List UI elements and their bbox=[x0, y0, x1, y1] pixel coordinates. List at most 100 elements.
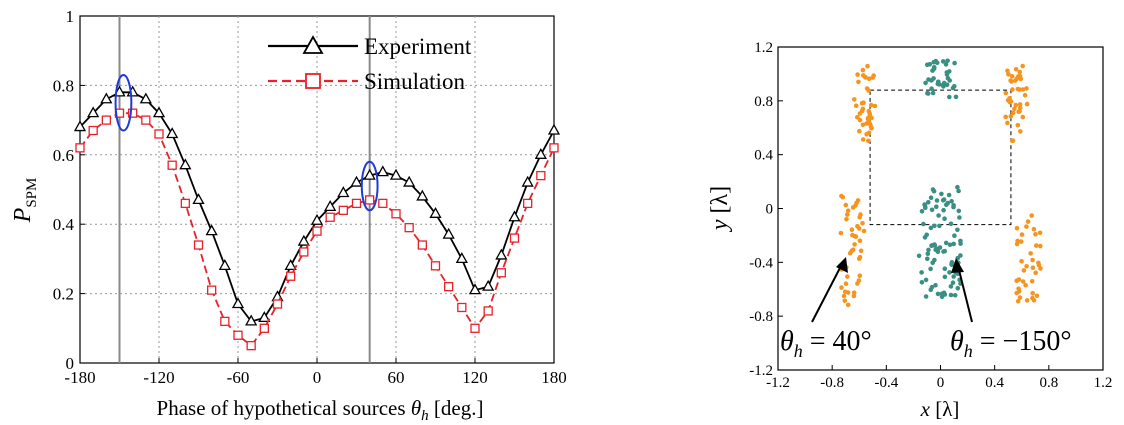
scatter-point bbox=[866, 108, 872, 114]
data-point-experiment bbox=[297, 234, 310, 246]
data-point-experiment bbox=[521, 175, 534, 187]
scatter-point bbox=[941, 197, 947, 202]
scatter-point bbox=[860, 122, 866, 128]
x-tick-label: -1.2 bbox=[766, 375, 790, 391]
legend-item-simulation: Simulation bbox=[268, 69, 465, 94]
data-point-simulation bbox=[154, 129, 164, 139]
data-point-simulation bbox=[128, 108, 138, 118]
data-point-simulation bbox=[220, 316, 230, 327]
scatter-point bbox=[942, 216, 947, 221]
data-point-experiment bbox=[337, 186, 350, 198]
scatter-point bbox=[865, 63, 870, 69]
data-point-experiment bbox=[100, 92, 113, 104]
scatter-point bbox=[864, 132, 869, 137]
scatter-point bbox=[935, 81, 941, 87]
scatter-point bbox=[1015, 238, 1020, 244]
scatter-point bbox=[949, 262, 955, 268]
data-point-simulation bbox=[259, 323, 269, 333]
scatter-point bbox=[941, 80, 947, 86]
scatter-point bbox=[1022, 93, 1028, 98]
scatter-point bbox=[928, 287, 934, 293]
data-point-experiment bbox=[547, 123, 561, 135]
left-y-axis-label: PSPM bbox=[10, 178, 40, 224]
scatter-point bbox=[925, 256, 930, 262]
highlight-ellipse bbox=[114, 73, 133, 132]
scatter-point bbox=[1030, 265, 1036, 271]
scatter-point bbox=[941, 207, 946, 213]
data-point-simulation bbox=[391, 209, 401, 219]
legend-label-simulation: Simulation bbox=[364, 69, 465, 94]
highlight-ellipse bbox=[360, 160, 379, 212]
scatter-point bbox=[855, 72, 860, 77]
data-point-experiment bbox=[218, 259, 231, 270]
scatter-point bbox=[844, 216, 849, 222]
left-x-axis-label: Phase of hypothetical sources θh [deg.] bbox=[157, 396, 484, 424]
phase-probability-chart: -180 -120 -60 0 60 120 180 0 0.2 0.4 0.6 0.8 1 Exper… bbox=[10, 7, 567, 424]
scatter-point bbox=[925, 91, 931, 96]
scatter-point bbox=[952, 293, 958, 298]
scatter-point bbox=[1017, 102, 1023, 107]
scatter-point bbox=[841, 293, 847, 299]
scatter-point bbox=[926, 247, 931, 253]
scatter-point bbox=[948, 221, 954, 227]
scatter-point bbox=[930, 260, 935, 266]
data-point-simulation bbox=[180, 198, 190, 209]
scatter-point bbox=[931, 76, 936, 81]
scatter-point bbox=[843, 202, 849, 208]
data-point-simulation bbox=[141, 115, 151, 125]
scatter-point bbox=[919, 280, 925, 285]
scatter-point bbox=[950, 280, 956, 286]
data-point-simulation bbox=[338, 205, 348, 215]
x-tick-label: -120 bbox=[143, 368, 174, 387]
scatter-point bbox=[942, 274, 948, 280]
scatter-point bbox=[1029, 213, 1034, 218]
scatter-point bbox=[940, 292, 946, 297]
scatter-point bbox=[951, 241, 956, 247]
scatter-point bbox=[1018, 239, 1024, 244]
scatter-point bbox=[1017, 105, 1023, 111]
scatter-point bbox=[863, 75, 868, 80]
left-plot-frame bbox=[79, 15, 555, 364]
scatter-point bbox=[931, 59, 937, 65]
scatter-point bbox=[861, 228, 867, 234]
scatter-point bbox=[932, 243, 938, 248]
source-position-scatter: -1.2 -0.8 -0.4 0 0.4 0.8 1.2 -1.2 -0.8 -0.4 0 0.4 0.… bbox=[707, 40, 1112, 421]
scatter-point bbox=[948, 292, 954, 298]
highlight-ellipses bbox=[114, 73, 379, 212]
scatter-point bbox=[1024, 101, 1030, 107]
scatter-point bbox=[1014, 76, 1019, 82]
data-point-experiment bbox=[455, 252, 468, 264]
data-point-experiment bbox=[324, 200, 337, 211]
y-tick-label: 0.8 bbox=[754, 94, 773, 110]
scatter-point bbox=[1013, 102, 1019, 108]
data-point-experiment bbox=[284, 259, 297, 270]
data-point-simulation bbox=[272, 299, 283, 309]
scatter-point bbox=[952, 233, 957, 238]
annotation-arrowhead-minus150deg bbox=[951, 258, 964, 273]
data-point-experiment bbox=[166, 127, 179, 139]
data-point-experiment bbox=[87, 106, 100, 118]
data-point-simulation bbox=[549, 143, 559, 153]
scatter-point bbox=[854, 200, 859, 206]
x-tick-label: -60 bbox=[227, 368, 250, 387]
data-point-experiment bbox=[468, 283, 482, 295]
scatter-point bbox=[1030, 290, 1035, 296]
scatter-point bbox=[937, 223, 942, 229]
scatter-point bbox=[866, 138, 871, 144]
scatter-point bbox=[948, 284, 954, 289]
annotation-40deg: θh = 40° bbox=[780, 257, 872, 361]
scatter-point bbox=[1033, 232, 1038, 237]
y-tick-label: 0.4 bbox=[53, 215, 75, 234]
scatter-point bbox=[845, 274, 850, 279]
data-point-simulation bbox=[404, 223, 414, 233]
scatter-point bbox=[1029, 279, 1035, 284]
x-tick-label: 0.4 bbox=[985, 375, 1004, 391]
scatter-point bbox=[931, 66, 937, 71]
scatter-point bbox=[1028, 251, 1033, 256]
scatter-point bbox=[855, 223, 860, 229]
scatter-point bbox=[845, 212, 850, 217]
x-tick-label: 120 bbox=[462, 368, 488, 387]
scatter-point bbox=[865, 116, 871, 122]
annotation-arrow-40deg bbox=[811, 263, 843, 323]
scatter-point bbox=[1010, 87, 1015, 92]
